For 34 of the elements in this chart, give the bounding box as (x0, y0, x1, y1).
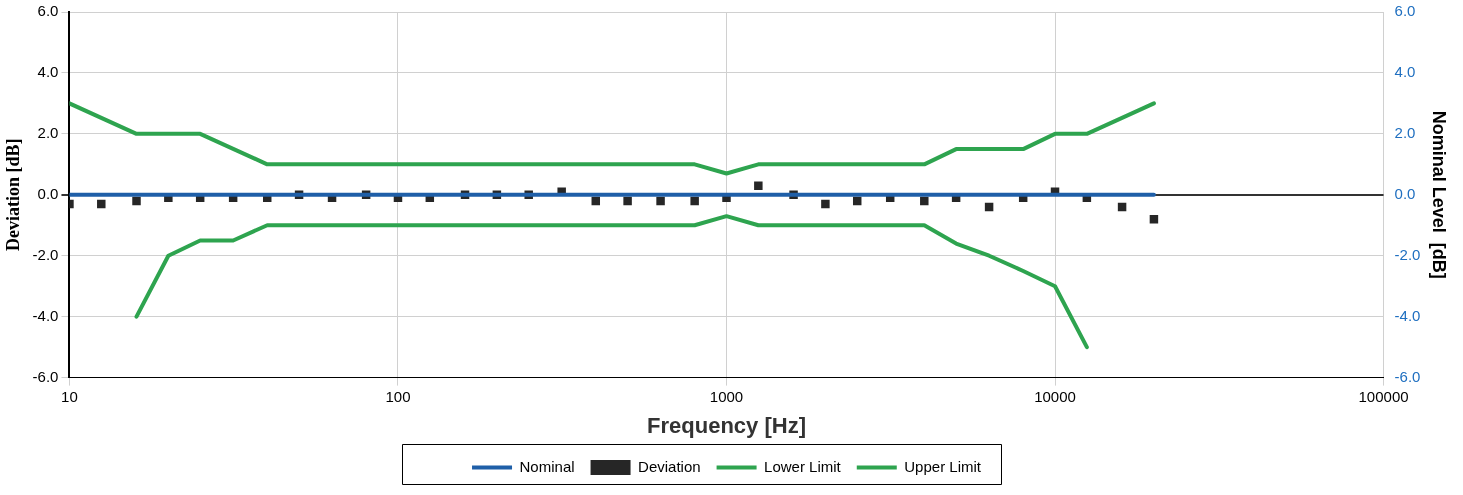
point (690, 196, 699, 206)
y2-tick-label: 6.0 (1394, 2, 1416, 20)
y2-axis-title: Nominal Level [dB] (1429, 110, 1450, 279)
y-tick-label: -4.0 (32, 306, 59, 324)
point (821, 199, 830, 209)
y2-tick-label: -2.0 (1394, 245, 1421, 263)
x-tick-label: 100 (385, 387, 411, 405)
legend-label: Nominal (519, 457, 575, 475)
x-tick-label: 10 (61, 387, 78, 405)
y2-tick-label: 2.0 (1394, 124, 1416, 142)
point (920, 196, 929, 206)
point (97, 199, 106, 209)
x-tick-label: 100000 (1358, 387, 1409, 405)
y-axis-title: Deviation [dB] (3, 138, 24, 252)
y-tick-label: 4.0 (37, 63, 59, 81)
y-tick-label: 0.0 (37, 184, 59, 202)
legend-label: Lower Limit (764, 457, 842, 475)
y-tick-label: 2.0 (37, 124, 59, 142)
point (132, 196, 141, 206)
legend-label: Upper Limit (904, 457, 982, 475)
y-tick-label: -2.0 (32, 245, 59, 263)
point (754, 181, 763, 190)
point (623, 196, 632, 206)
y-tick-label: -6.0 (32, 367, 59, 385)
x-tick-label: 1000 (709, 387, 744, 405)
y2-tick-label: -4.0 (1394, 306, 1421, 324)
y-tick-label: 6.0 (37, 2, 59, 20)
y2-tick-label: 4.0 (1394, 63, 1416, 81)
point (656, 196, 665, 206)
x-tick-label: 10000 (1034, 387, 1076, 405)
y2-tick-label: -6.0 (1394, 367, 1421, 385)
y2-tick-label: 0.0 (1394, 184, 1416, 202)
legend-label: Deviation (638, 457, 701, 475)
x-axis-title: Frequency [Hz] (647, 412, 806, 438)
